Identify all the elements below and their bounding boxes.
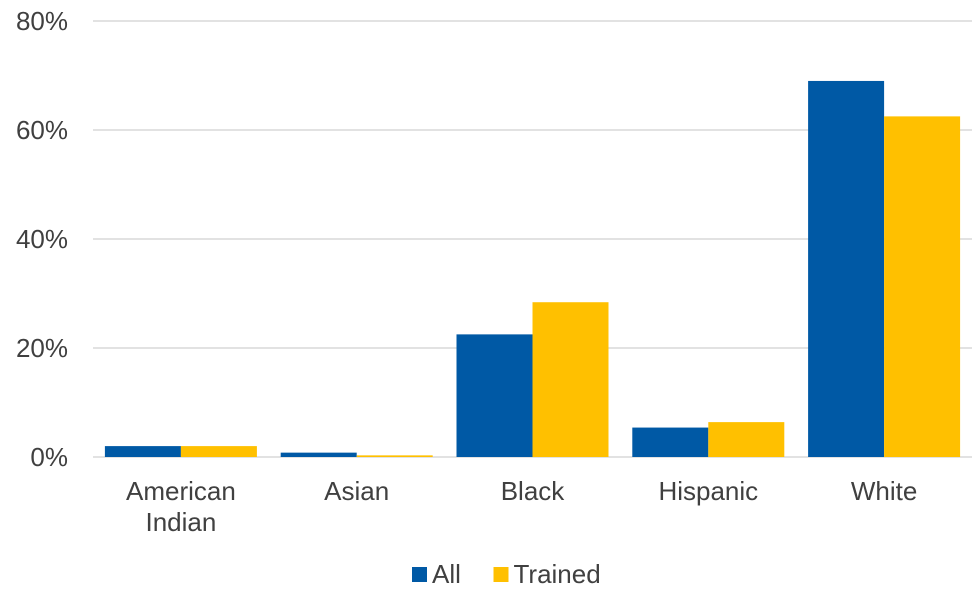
bar-trained-3 — [708, 422, 785, 457]
y-axis-ticks: 0% 20% 40% 60% 80% — [16, 6, 68, 472]
y-tick-label: 20% — [16, 333, 68, 363]
bar-trained-1 — [356, 455, 433, 457]
x-tick-label: Black — [501, 476, 566, 506]
y-tick-label: 40% — [16, 224, 68, 254]
x-tick-label: White — [851, 476, 917, 506]
legend: All Trained — [412, 559, 601, 589]
legend-label-trained: Trained — [514, 559, 601, 589]
y-tick-label: 80% — [16, 6, 68, 36]
bar-all-2 — [456, 334, 533, 457]
bar-all-1 — [280, 452, 357, 457]
legend-swatch-all — [412, 567, 427, 582]
x-tick-label: American Indian — [126, 476, 236, 537]
legend-swatch-trained — [493, 567, 509, 582]
bar-all-0 — [104, 446, 181, 457]
legend-label-all: All — [432, 559, 461, 589]
bar-all-3 — [632, 427, 709, 457]
x-tick-label: Hispanic — [658, 476, 758, 506]
x-tick-label: Asian — [324, 476, 389, 506]
bar-all-4 — [808, 80, 885, 457]
bar-trained-4 — [884, 116, 961, 457]
y-tick-label: 60% — [16, 115, 68, 145]
bar-trained-2 — [532, 302, 609, 457]
bar-trained-0 — [180, 446, 257, 457]
bars — [104, 80, 961, 457]
y-tick-label: 0% — [30, 442, 68, 472]
x-axis-ticks: American Indian Asian Black Hispanic White — [126, 476, 917, 537]
